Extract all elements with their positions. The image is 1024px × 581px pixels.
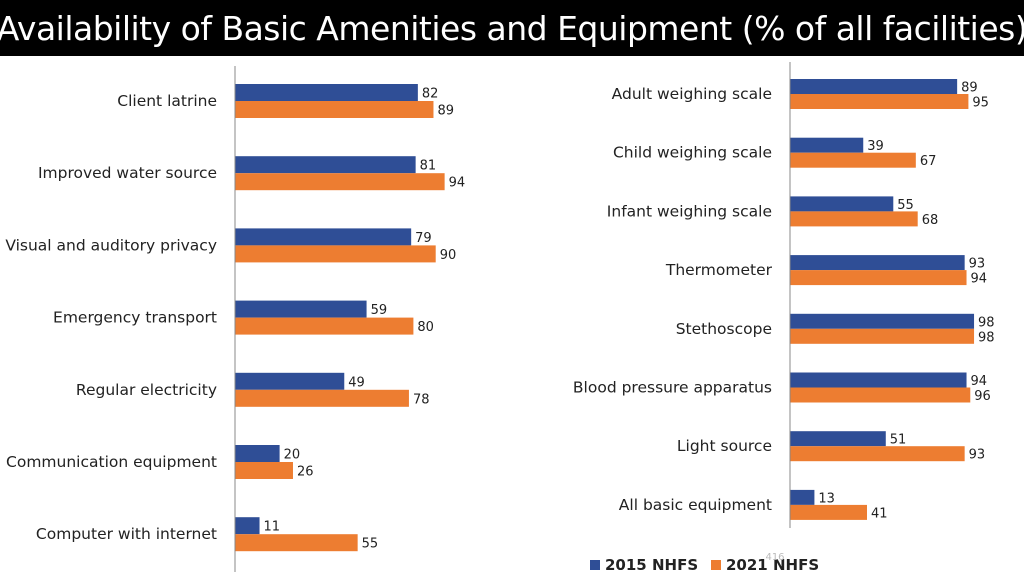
bar-left-0-s0 bbox=[235, 84, 418, 101]
bar-left-5-s1 bbox=[235, 462, 293, 479]
legend-swatch-0 bbox=[590, 560, 600, 570]
data-label-right-3-s0: 93 bbox=[969, 257, 986, 272]
category-label-left-3: Emergency transport bbox=[53, 309, 217, 327]
data-label-right-7-s0: 13 bbox=[818, 491, 835, 506]
data-label-left-5-s1: 26 bbox=[297, 465, 314, 480]
data-label-right-5-s1: 96 bbox=[974, 389, 991, 404]
data-label-left-1-s0: 81 bbox=[420, 159, 437, 174]
bar-left-3-s1 bbox=[235, 317, 414, 335]
data-label-left-4-s1: 78 bbox=[413, 392, 430, 407]
bar-left-3-s0 bbox=[235, 300, 367, 318]
bar-right-5-s0 bbox=[790, 372, 967, 388]
bar-left-4-s1 bbox=[235, 389, 409, 407]
data-label-right-5-s0: 94 bbox=[971, 374, 988, 389]
bar-left-0-s1 bbox=[235, 101, 434, 118]
bar-left-6-s1 bbox=[235, 534, 358, 552]
bar-left-2-s0 bbox=[235, 228, 412, 246]
data-label-right-2-s1: 68 bbox=[922, 213, 939, 228]
bar-right-1-s1 bbox=[790, 152, 916, 168]
data-label-right-6-s1: 93 bbox=[969, 448, 986, 463]
data-label-left-4-s0: 49 bbox=[348, 375, 365, 390]
data-label-left-0-s0: 82 bbox=[422, 87, 439, 102]
bar-left-5-s0 bbox=[235, 445, 280, 462]
category-label-right-7: All basic equipment bbox=[619, 496, 772, 514]
bar-left-1-s0 bbox=[235, 156, 416, 174]
bar-left-6-s0 bbox=[235, 517, 260, 535]
data-label-right-6-s0: 51 bbox=[890, 433, 907, 448]
bar-left-4-s0 bbox=[235, 372, 345, 390]
bar-right-6-s1 bbox=[790, 446, 965, 462]
bar-right-4-s1 bbox=[790, 328, 975, 344]
bar-right-0-s0 bbox=[790, 79, 958, 94]
data-label-left-2-s1: 90 bbox=[440, 248, 457, 263]
category-label-right-2: Infant weighing scale bbox=[607, 202, 772, 220]
data-label-right-0-s0: 89 bbox=[961, 81, 978, 96]
data-label-left-6-s1: 55 bbox=[362, 537, 379, 552]
data-label-left-3-s0: 59 bbox=[371, 303, 388, 318]
category-label-right-4: Stethoscope bbox=[676, 320, 772, 338]
page-number: 416 bbox=[765, 552, 784, 563]
data-label-right-4-s0: 98 bbox=[978, 315, 995, 330]
data-label-left-0-s1: 89 bbox=[437, 104, 454, 119]
bar-right-3-s1 bbox=[790, 270, 967, 286]
legend-swatch-1 bbox=[711, 560, 721, 570]
data-label-left-6-s0: 11 bbox=[264, 520, 281, 535]
data-label-right-2-s0: 55 bbox=[897, 198, 914, 213]
bar-right-4-s0 bbox=[790, 313, 975, 329]
category-label-left-1: Improved water source bbox=[38, 164, 217, 182]
category-label-left-0: Client latrine bbox=[117, 92, 217, 110]
data-label-left-2-s0: 79 bbox=[415, 231, 432, 246]
bar-right-6-s0 bbox=[790, 431, 886, 447]
data-label-right-4-s1: 98 bbox=[978, 330, 995, 345]
data-label-right-1-s1: 67 bbox=[920, 154, 937, 169]
data-label-left-5-s0: 20 bbox=[284, 448, 301, 463]
category-label-left-5: Communication equipment bbox=[6, 453, 217, 471]
category-label-right-5: Blood pressure apparatus bbox=[573, 379, 772, 397]
category-label-left-4: Regular electricity bbox=[76, 381, 217, 399]
page-title: Availability of Basic Amenities and Equi… bbox=[0, 8, 1024, 48]
data-label-left-1-s1: 94 bbox=[449, 176, 466, 191]
legend-label-1: 2021 NHFS bbox=[726, 556, 819, 574]
category-label-left-6: Computer with internet bbox=[36, 525, 217, 543]
category-label-right-0: Adult weighing scale bbox=[612, 85, 772, 103]
category-label-right-6: Light source bbox=[677, 437, 772, 455]
data-label-right-0-s1: 95 bbox=[972, 96, 989, 111]
legend-label-0: 2015 NHFS bbox=[605, 556, 698, 574]
bar-right-0-s1 bbox=[790, 94, 969, 109]
category-label-left-2: Visual and auditory privacy bbox=[5, 236, 217, 254]
data-label-right-1-s0: 39 bbox=[867, 139, 884, 154]
data-label-right-7-s1: 41 bbox=[871, 506, 888, 521]
bar-right-2-s0 bbox=[790, 196, 894, 212]
data-label-right-3-s1: 94 bbox=[971, 272, 988, 287]
bar-right-2-s1 bbox=[790, 211, 918, 227]
data-label-left-3-s1: 80 bbox=[417, 320, 434, 335]
bar-left-1-s1 bbox=[235, 173, 445, 191]
bar-right-7-s1 bbox=[790, 504, 867, 520]
bar-right-5-s1 bbox=[790, 387, 971, 403]
bar-left-2-s1 bbox=[235, 245, 436, 263]
title-bar: Availability of Basic Amenities and Equi… bbox=[0, 0, 1024, 56]
bar-right-7-s0 bbox=[790, 489, 815, 505]
bar-right-3-s0 bbox=[790, 255, 965, 271]
bar-right-1-s0 bbox=[790, 137, 864, 153]
category-label-right-3: Thermometer bbox=[665, 261, 773, 279]
category-label-right-1: Child weighing scale bbox=[613, 144, 772, 162]
